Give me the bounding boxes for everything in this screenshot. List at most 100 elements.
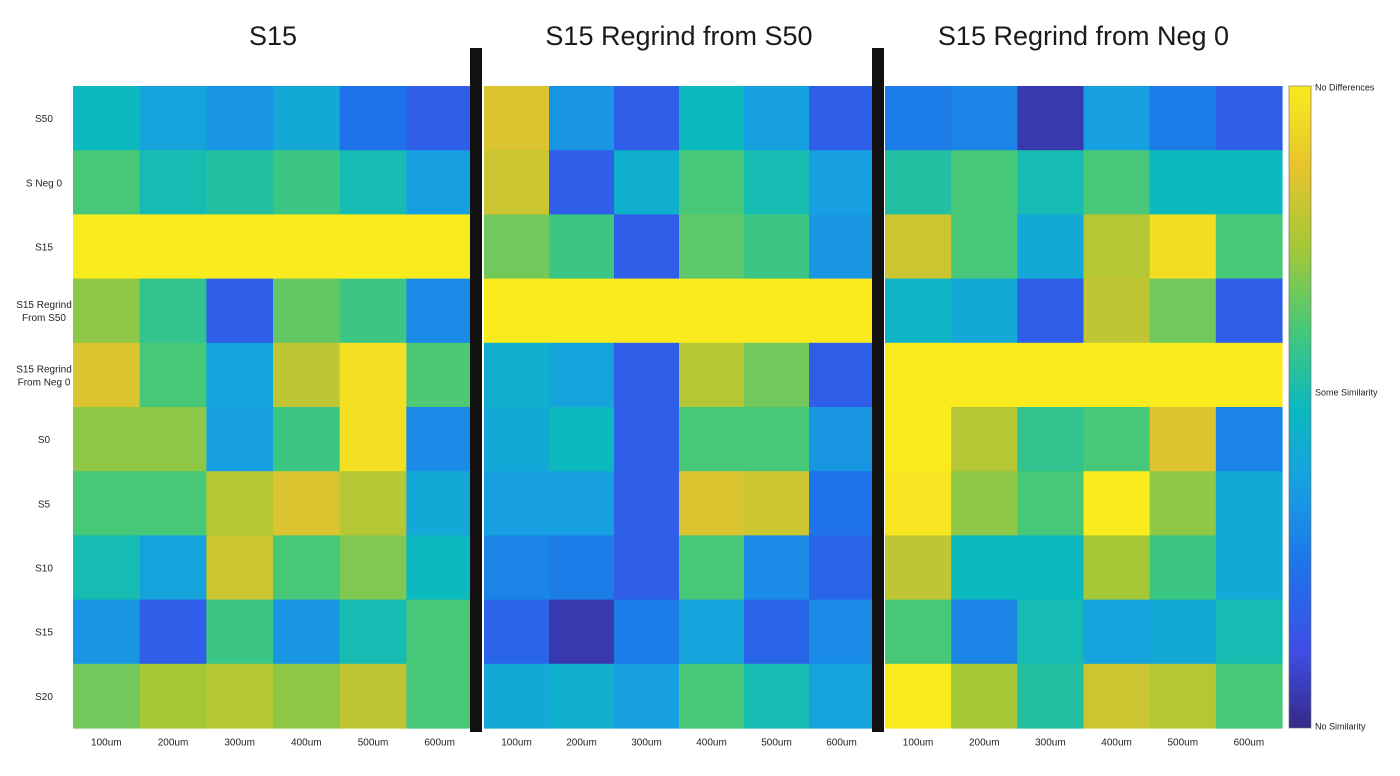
cell-p3-r2-c5 — [1149, 150, 1217, 215]
cell-p3-r8-c2 — [951, 535, 1018, 601]
cell-p3-r10-c6 — [1215, 663, 1283, 729]
cell-p1-r10-c6 — [406, 663, 474, 729]
panel-title-1: S15 — [249, 21, 297, 51]
row-label-3: S15 — [35, 243, 53, 254]
cell-p2-r7-c4 — [679, 471, 745, 536]
cell-p2-r4-c6 — [809, 278, 875, 344]
cell-p1-r2-c2 — [139, 150, 207, 215]
cell-p3-r7-c3 — [1017, 471, 1085, 536]
cell-p3-r1-c4 — [1083, 86, 1151, 151]
cell-p3-r2-c1 — [885, 150, 952, 215]
cell-p1-r8-c2 — [139, 535, 207, 601]
cell-p2-r4-c3 — [614, 278, 680, 344]
cell-p1-r4-c3 — [206, 278, 274, 344]
cell-p3-r3-c2 — [951, 214, 1018, 280]
cell-p2-r9-c1 — [484, 599, 550, 665]
cell-p2-r10-c5 — [744, 663, 810, 729]
cell-p1-r10-c2 — [139, 663, 207, 729]
cell-p3-r2-c6 — [1215, 150, 1283, 215]
column-label-p3-c3: 300um — [1035, 738, 1066, 749]
row-labels: S50 S Neg 0 S15 S15 Regrind From S50 S15 Regr… — [16, 114, 72, 703]
cell-p1-r3-c5 — [339, 214, 407, 280]
row-label-2: S Neg 0 — [26, 178, 63, 189]
cell-p3-r10-c1 — [885, 663, 952, 729]
cell-p2-r6-c4 — [679, 407, 745, 472]
cell-p2-r3-c4 — [679, 214, 745, 280]
cell-p2-r4-c4 — [679, 278, 745, 344]
cell-p3-r1-c1 — [885, 86, 952, 151]
row-label-8: S10 — [35, 564, 53, 575]
cell-p3-r4-c4 — [1083, 278, 1151, 344]
cell-p2-r1-c2 — [549, 86, 615, 151]
cell-p3-r8-c6 — [1215, 535, 1283, 601]
cell-p1-r9-c2 — [139, 599, 207, 665]
column-label-p2-c4: 400um — [696, 738, 727, 749]
cell-p3-r2-c4 — [1083, 150, 1151, 215]
cell-p3-r8-c5 — [1149, 535, 1217, 601]
cell-p1-r10-c4 — [273, 663, 341, 729]
cell-p2-r3-c5 — [744, 214, 810, 280]
cell-p3-r4-c6 — [1215, 278, 1283, 344]
cell-p1-r9-c1 — [73, 599, 141, 665]
cell-p1-r1-c3 — [206, 86, 274, 151]
cell-p2-r3-c2 — [549, 214, 615, 280]
panel-divider-2 — [872, 48, 884, 732]
cell-p2-r4-c1 — [484, 278, 550, 344]
cell-p2-r10-c4 — [679, 663, 745, 729]
cell-p3-r4-c1 — [885, 278, 952, 344]
cell-p2-r9-c6 — [809, 599, 875, 665]
cell-p1-r1-c1 — [73, 86, 141, 151]
cell-p3-r7-c4 — [1083, 471, 1151, 536]
cell-p3-r5-c1 — [885, 342, 952, 408]
cell-p3-r10-c2 — [951, 663, 1018, 729]
column-label-p1-c5: 500um — [358, 738, 389, 749]
cell-p2-r9-c4 — [679, 599, 745, 665]
cell-p1-r5-c3 — [206, 342, 274, 408]
cell-p3-r5-c2 — [951, 342, 1018, 408]
cell-p3-r1-c2 — [951, 86, 1018, 151]
cell-p3-r4-c5 — [1149, 278, 1217, 344]
cell-p2-r6-c6 — [809, 407, 875, 472]
cell-p2-r5-c2 — [549, 342, 615, 408]
cell-p1-r2-c1 — [73, 150, 141, 215]
cell-p1-r5-c5 — [339, 342, 407, 408]
cell-p1-r4-c6 — [406, 278, 474, 344]
cell-p2-r8-c4 — [679, 535, 745, 601]
panel-dividers — [470, 48, 884, 732]
cell-p1-r5-c1 — [73, 342, 141, 408]
cell-p3-r8-c3 — [1017, 535, 1085, 601]
colorbar-top-label: No Differences — [1315, 82, 1375, 92]
cell-p1-r10-c3 — [206, 663, 274, 729]
cell-p3-r5-c6 — [1215, 342, 1283, 408]
cell-p1-r7-c4 — [273, 471, 341, 536]
column-label-p3-c1: 100um — [903, 738, 934, 749]
cell-p2-r7-c5 — [744, 471, 810, 536]
cell-p3-r1-c3 — [1017, 86, 1085, 151]
column-label-p1-c2: 200um — [158, 738, 189, 749]
cell-p1-r9-c4 — [273, 599, 341, 665]
cell-p2-r9-c3 — [614, 599, 680, 665]
cell-p3-r4-c2 — [951, 278, 1018, 344]
row-label-7: S5 — [38, 499, 51, 510]
cell-p1-r4-c4 — [273, 278, 341, 344]
cell-p2-r1-c6 — [809, 86, 875, 151]
cell-p3-r6-c3 — [1017, 407, 1085, 472]
cell-p2-r2-c2 — [549, 150, 615, 215]
cell-p3-r2-c3 — [1017, 150, 1085, 215]
cell-p3-r8-c4 — [1083, 535, 1151, 601]
cell-p1-r8-c5 — [339, 535, 407, 601]
cell-p1-r5-c4 — [273, 342, 341, 408]
cell-p1-r5-c2 — [139, 342, 207, 408]
cell-p3-r3-c3 — [1017, 214, 1085, 280]
cell-p1-r10-c1 — [73, 663, 141, 729]
cell-p3-r5-c4 — [1083, 342, 1151, 408]
cell-p2-r8-c2 — [549, 535, 615, 601]
column-label-p3-c5: 500um — [1167, 738, 1198, 749]
cell-p2-r8-c5 — [744, 535, 810, 601]
cell-p1-r2-c3 — [206, 150, 274, 215]
cell-p3-r3-c6 — [1215, 214, 1283, 280]
cell-p1-r8-c6 — [406, 535, 474, 601]
column-label-p3-c6: 600um — [1234, 738, 1265, 749]
column-label-p1-c3: 300um — [224, 738, 255, 749]
